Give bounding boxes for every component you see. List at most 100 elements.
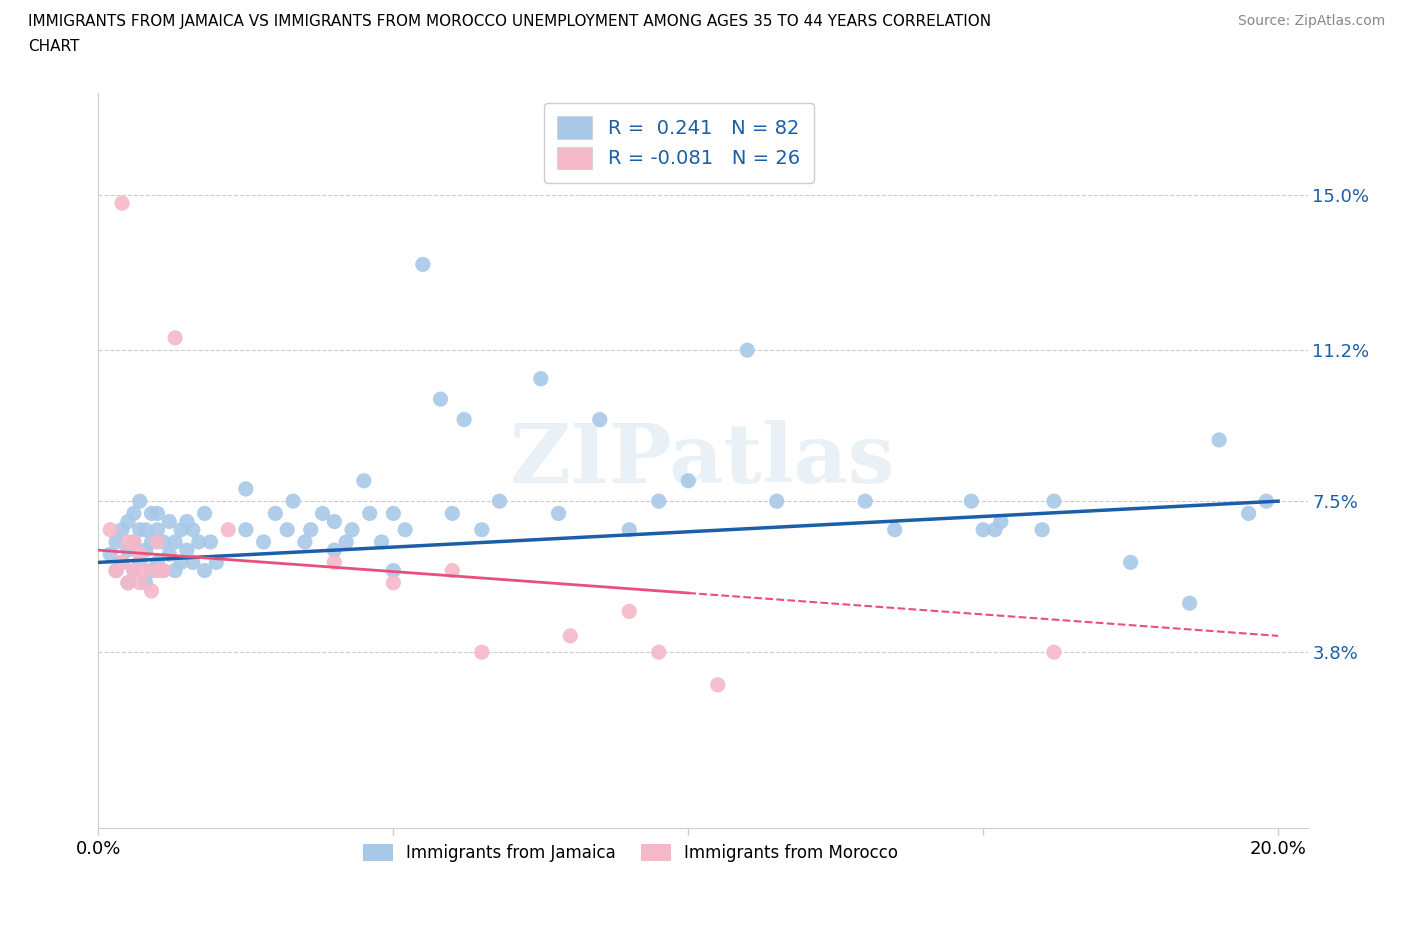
Point — [370, 535, 392, 550]
Point — [530, 371, 553, 386]
Point — [152, 564, 174, 578]
Point — [194, 564, 217, 578]
Point — [217, 523, 239, 538]
Point — [111, 523, 134, 538]
Point — [135, 564, 157, 578]
Point — [560, 629, 582, 644]
Point — [619, 604, 641, 618]
Point — [429, 392, 451, 406]
Point — [252, 535, 274, 550]
Point — [382, 506, 405, 521]
Point — [117, 576, 139, 591]
Point — [323, 543, 346, 558]
Point — [276, 523, 298, 538]
Point — [394, 523, 416, 538]
Point — [1237, 506, 1260, 521]
Point — [853, 494, 876, 509]
Point — [1178, 596, 1201, 611]
Point — [960, 494, 983, 509]
Point — [471, 644, 494, 659]
Point — [299, 523, 322, 538]
Point — [111, 196, 134, 211]
Point — [200, 535, 222, 550]
Point — [157, 514, 180, 529]
Point — [146, 535, 169, 550]
Point — [1256, 494, 1278, 509]
Point — [1208, 432, 1230, 447]
Point — [323, 555, 346, 570]
Point — [135, 523, 157, 538]
Point — [340, 523, 363, 538]
Point — [648, 494, 671, 509]
Point — [382, 564, 405, 578]
Point — [1043, 644, 1066, 659]
Point — [382, 576, 405, 591]
Point — [128, 494, 150, 509]
Point — [359, 506, 381, 521]
Point — [117, 543, 139, 558]
Point — [146, 523, 169, 538]
Point — [281, 494, 304, 509]
Point — [883, 523, 905, 538]
Text: CHART: CHART — [28, 39, 80, 54]
Point — [619, 523, 641, 538]
Point — [105, 535, 128, 550]
Point — [194, 506, 217, 521]
Point — [135, 543, 157, 558]
Point — [152, 535, 174, 550]
Point — [105, 564, 128, 578]
Point — [735, 342, 758, 357]
Point — [990, 514, 1012, 529]
Point — [135, 576, 157, 591]
Point — [441, 506, 464, 521]
Point — [122, 506, 145, 521]
Point — [1031, 523, 1053, 538]
Point — [453, 412, 475, 427]
Point — [488, 494, 510, 509]
Point — [165, 564, 187, 578]
Point — [678, 473, 700, 488]
Text: IMMIGRANTS FROM JAMAICA VS IMMIGRANTS FROM MOROCCO UNEMPLOYMENT AMONG AGES 35 TO: IMMIGRANTS FROM JAMAICA VS IMMIGRANTS FR… — [28, 14, 991, 29]
Point — [141, 564, 163, 578]
Point — [146, 564, 169, 578]
Point — [323, 514, 346, 529]
Point — [128, 547, 150, 562]
Point — [146, 555, 169, 570]
Point — [187, 535, 209, 550]
Point — [128, 523, 150, 538]
Point — [235, 482, 257, 497]
Point — [972, 523, 994, 538]
Point — [146, 506, 169, 521]
Point — [122, 535, 145, 550]
Point — [141, 535, 163, 550]
Point — [706, 677, 728, 692]
Point — [141, 583, 163, 598]
Point — [1043, 494, 1066, 509]
Point — [311, 506, 333, 521]
Point — [181, 523, 204, 538]
Point — [98, 547, 121, 562]
Point — [117, 535, 139, 550]
Point — [335, 535, 357, 550]
Point — [294, 535, 316, 550]
Point — [165, 535, 187, 550]
Text: ZIPatlas: ZIPatlas — [510, 420, 896, 500]
Legend: Immigrants from Jamaica, Immigrants from Morocco: Immigrants from Jamaica, Immigrants from… — [354, 836, 907, 870]
Point — [122, 535, 145, 550]
Point — [117, 576, 139, 591]
Point — [412, 257, 434, 272]
Point — [264, 506, 287, 521]
Point — [547, 506, 569, 521]
Point — [170, 555, 193, 570]
Point — [98, 523, 121, 538]
Point — [111, 555, 134, 570]
Point — [128, 555, 150, 570]
Point — [984, 523, 1007, 538]
Point — [111, 555, 134, 570]
Point — [471, 523, 494, 538]
Point — [235, 523, 257, 538]
Point — [205, 555, 228, 570]
Point — [1119, 555, 1142, 570]
Point — [165, 330, 187, 345]
Point — [170, 523, 193, 538]
